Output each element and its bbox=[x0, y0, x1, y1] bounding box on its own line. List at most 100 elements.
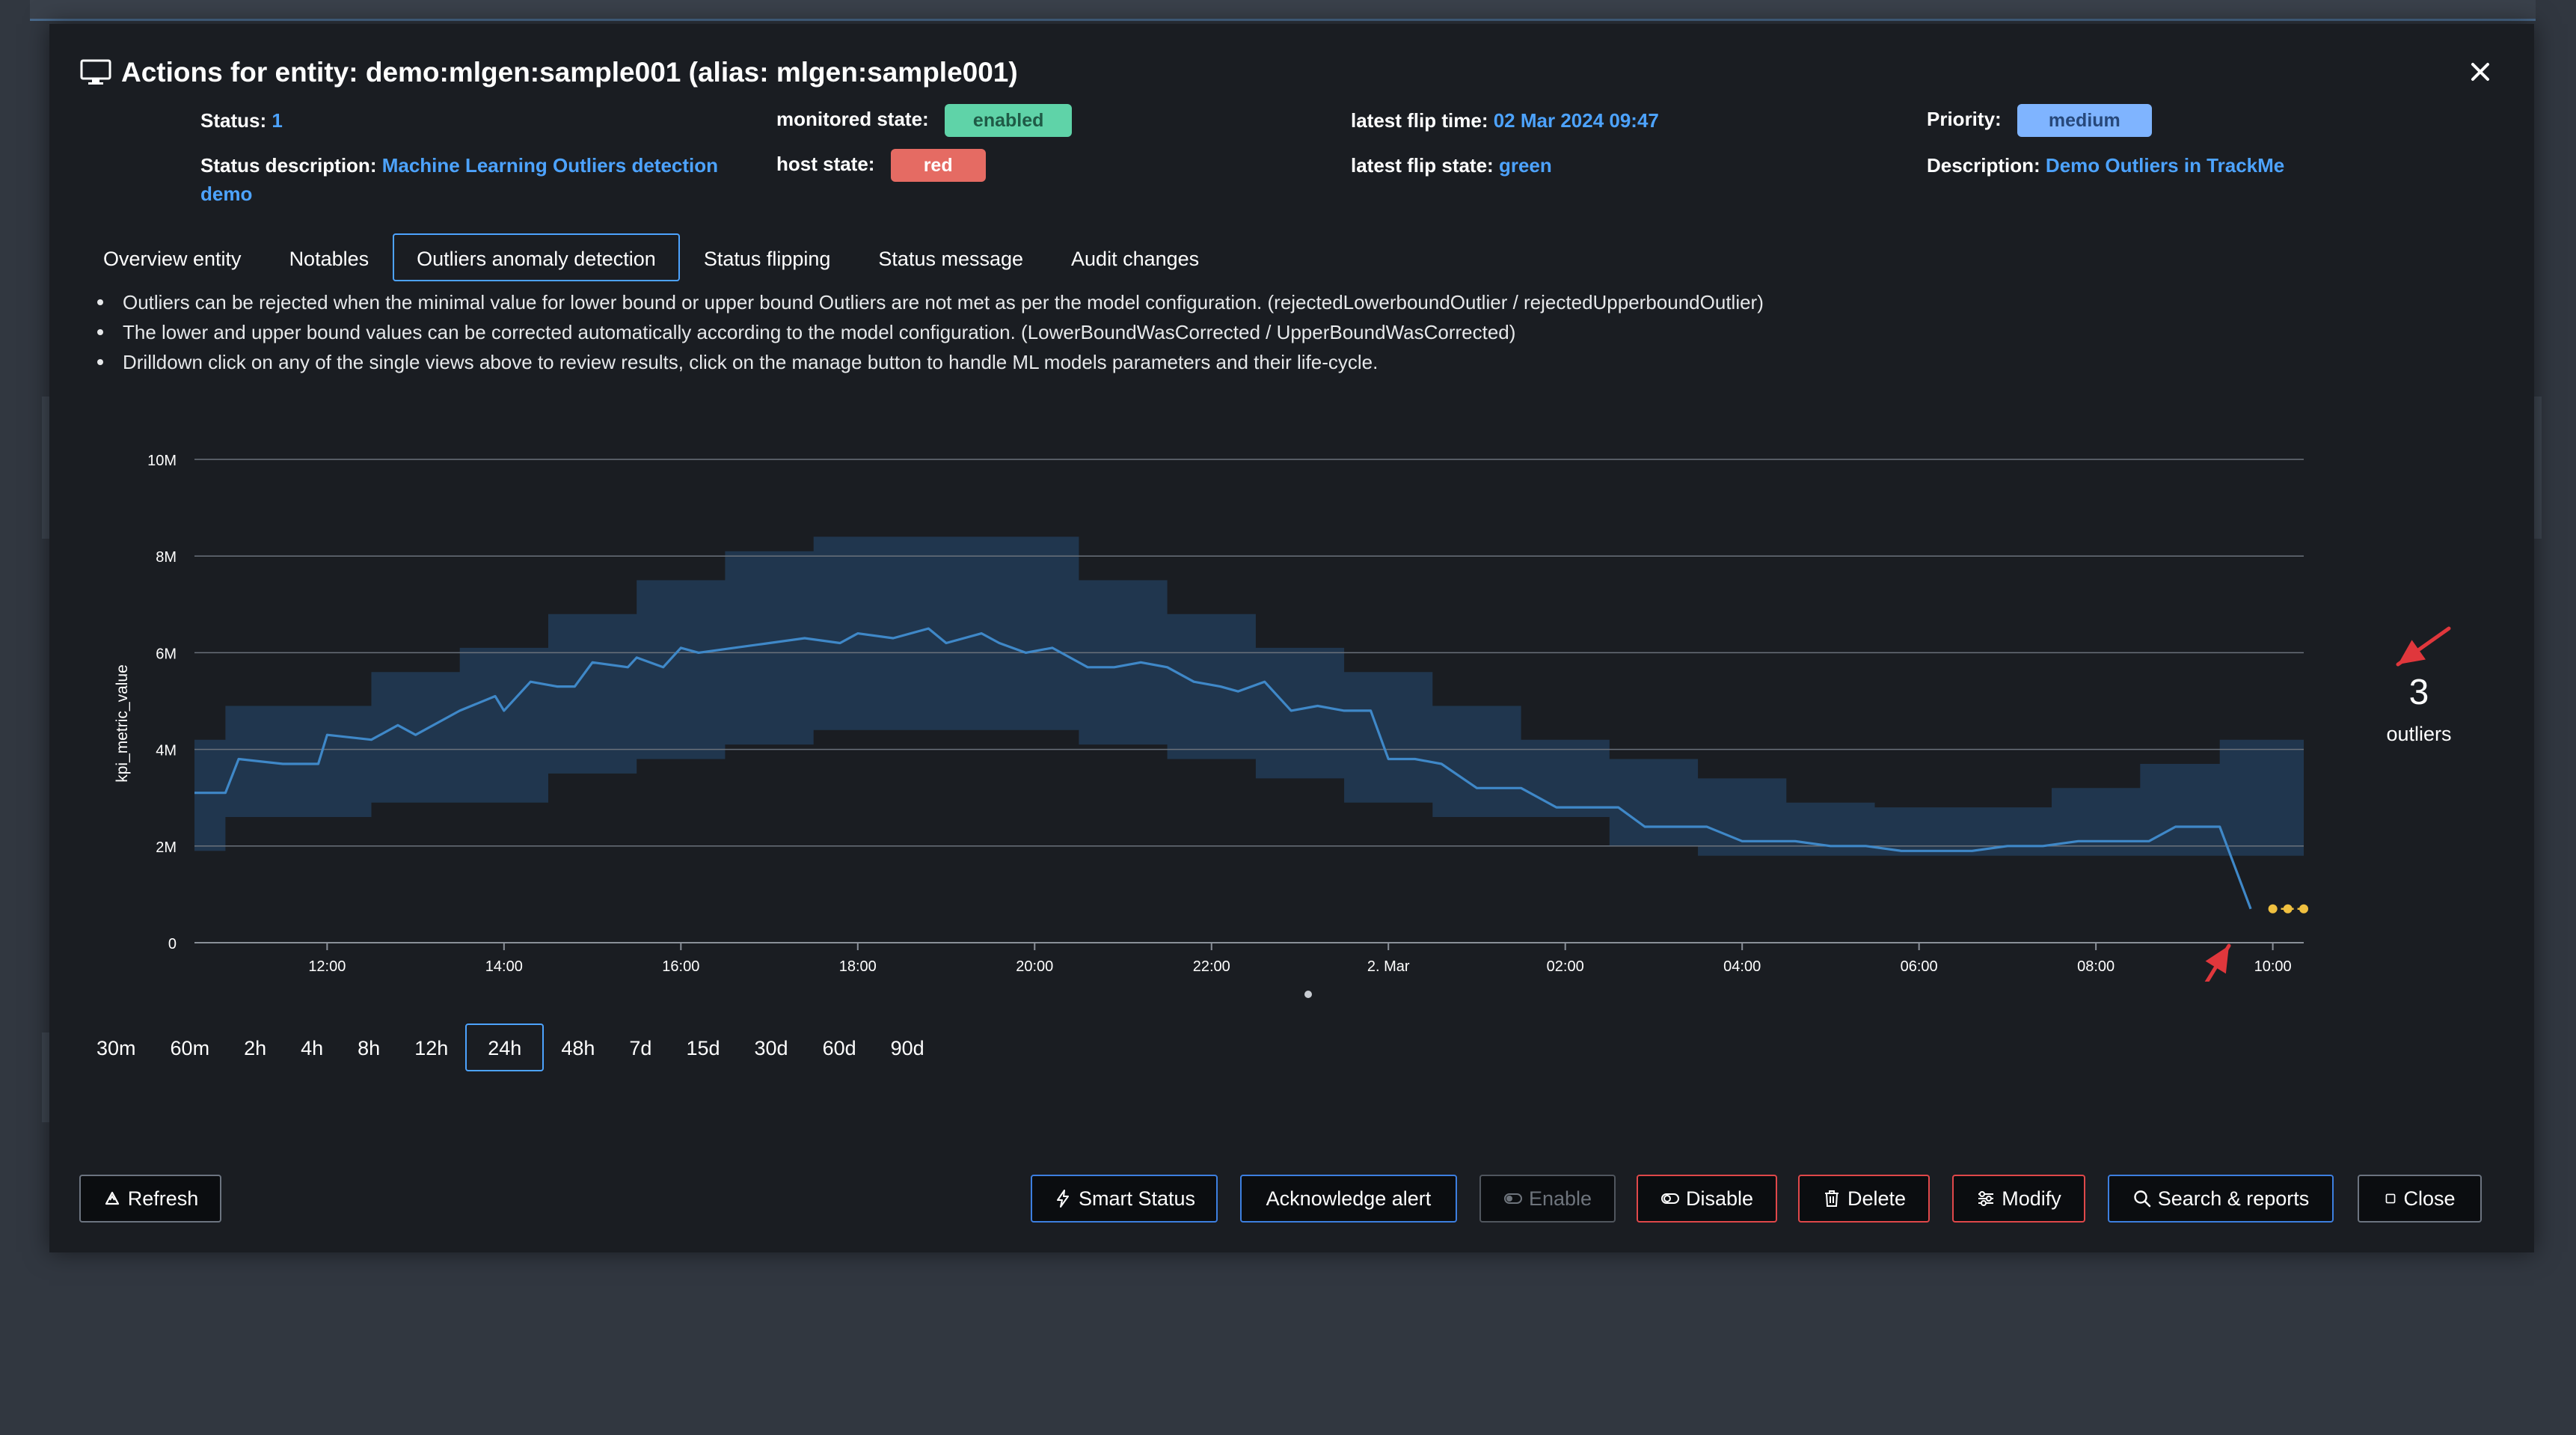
y-tick-label: 0 bbox=[168, 936, 177, 952]
range-60m[interactable]: 60m bbox=[170, 1037, 210, 1059]
outliers-chart[interactable]: 0 2M 4M 6M 8M 10M 12:00 14:00 16:00 18:00 20:00 22:… bbox=[49, 24, 2534, 982]
x-tick-label: 12:00 bbox=[308, 958, 346, 975]
outlier-point bbox=[2299, 904, 2308, 914]
modify-button[interactable]: Modify bbox=[1952, 1175, 2085, 1223]
monitored-state-badge: enabled bbox=[944, 104, 1073, 137]
latest-flip-state-field: latest flip state: green bbox=[1351, 151, 1552, 180]
search-icon bbox=[2134, 1190, 2151, 1208]
range-60d[interactable]: 60d bbox=[822, 1037, 856, 1059]
status-description-value[interactable]: Machine Learning Outliers detection bbox=[381, 154, 719, 177]
search-reports-button[interactable]: Search & reports bbox=[2108, 1175, 2334, 1223]
outliers-count[interactable]: 3 bbox=[2408, 673, 2429, 712]
smart-status-button[interactable]: Smart Status bbox=[1031, 1175, 1218, 1223]
range-4h[interactable]: 4h bbox=[301, 1037, 324, 1059]
status-description-field: Status description: Machine Learning Out… bbox=[200, 151, 739, 208]
description-label: Description: bbox=[1927, 154, 2040, 177]
tab-outliers-anomaly-detection[interactable]: Outliers anomaly detection bbox=[393, 233, 680, 281]
lightning-icon bbox=[1056, 1190, 1069, 1208]
tab-audit-changes[interactable]: Audit changes bbox=[1071, 248, 1200, 270]
latest-flip-state-value: green bbox=[1498, 154, 1552, 177]
range-12h[interactable]: 12h bbox=[414, 1037, 449, 1059]
x-tick-label: 10:00 bbox=[2254, 958, 2292, 975]
range-30d[interactable]: 30d bbox=[754, 1037, 788, 1059]
toggle-icon bbox=[1503, 1193, 1522, 1204]
annotation-arrow-bottom-head bbox=[2205, 946, 2229, 974]
refresh-button[interactable]: Refresh bbox=[79, 1175, 221, 1223]
close-button-label: Close bbox=[2403, 1187, 2456, 1210]
toggle-off-icon bbox=[1660, 1193, 1679, 1204]
latest-flip-time-label: latest flip time: bbox=[1351, 109, 1488, 132]
latest-flip-time-field: latest flip time: 02 Mar 2024 09:47 bbox=[1351, 106, 1659, 135]
chart-pagination-dot[interactable] bbox=[1304, 991, 1312, 998]
confidence-band bbox=[194, 536, 2304, 856]
x-tick-label: 18:00 bbox=[839, 958, 877, 975]
acknowledge-alert-button[interactable]: Acknowledge alert bbox=[1240, 1175, 1457, 1223]
modal-title: Actions for entity: demo:mlgen:sample001… bbox=[79, 57, 1018, 88]
delete-button[interactable]: Delete bbox=[1798, 1175, 1930, 1223]
range-15d[interactable]: 15d bbox=[686, 1037, 720, 1059]
x-tick-label: 2. Mar bbox=[1367, 958, 1410, 975]
range-24h[interactable]: 24h bbox=[465, 1024, 545, 1071]
list-item: Drilldown click on any of the single vie… bbox=[97, 347, 2491, 377]
close-icon[interactable] bbox=[2464, 55, 2497, 88]
search-reports-button-label: Search & reports bbox=[2157, 1187, 2310, 1210]
background-panel-edge bbox=[42, 397, 51, 539]
x-tick-label: 06:00 bbox=[1901, 958, 1938, 975]
host-state-label: host state: bbox=[776, 152, 875, 175]
latest-flip-state-label: latest flip state: bbox=[1351, 154, 1494, 177]
enable-button-label: Enable bbox=[1528, 1187, 1592, 1210]
list-item: The lower and upper bound values can be … bbox=[97, 317, 2491, 347]
series-line bbox=[194, 627, 2252, 910]
acknowledge-alert-button-label: Acknowledge alert bbox=[1266, 1187, 1432, 1210]
delete-button-label: Delete bbox=[1847, 1187, 1907, 1210]
background-panel-edge bbox=[42, 1032, 51, 1122]
square-icon bbox=[2386, 1193, 2396, 1204]
tab-status-message[interactable]: Status message bbox=[878, 248, 1024, 270]
sliders-icon bbox=[1978, 1191, 1994, 1206]
range-90d[interactable]: 90d bbox=[890, 1037, 924, 1059]
status-value[interactable]: 1 bbox=[272, 109, 283, 132]
enable-button[interactable]: Enable bbox=[1479, 1175, 1616, 1223]
trash-icon bbox=[1824, 1190, 1839, 1207]
y-tick-label: 8M bbox=[156, 549, 177, 566]
smart-status-button-label: Smart Status bbox=[1078, 1187, 1196, 1210]
status-field: Status: 1 bbox=[200, 106, 283, 135]
entity-actions-modal: Actions for entity: demo:mlgen:sample001… bbox=[49, 24, 2534, 1252]
refresh-icon bbox=[105, 1191, 119, 1205]
status-description-value-cont[interactable]: demo bbox=[200, 183, 253, 205]
x-tick-label: 08:00 bbox=[2077, 958, 2115, 975]
modal-title-text: Actions for entity: demo:mlgen:sample001… bbox=[121, 57, 1018, 88]
priority-badge: medium bbox=[2017, 104, 2152, 137]
list-item: Outliers can be rejected when the minima… bbox=[97, 287, 2491, 317]
outliers-label: outliers bbox=[2386, 723, 2452, 745]
time-range-selector: 30m 60m 2h 4h 8h 12h 24h 48h 7d 15d 30d … bbox=[79, 1024, 942, 1071]
monitored-state-field: monitored state: enabled bbox=[776, 104, 1073, 137]
range-48h[interactable]: 48h bbox=[561, 1037, 595, 1059]
range-7d[interactable]: 7d bbox=[629, 1037, 652, 1059]
priority-field: Priority: medium bbox=[1927, 104, 2152, 137]
host-state-field: host state: red bbox=[776, 149, 986, 182]
y-tick-label: 2M bbox=[156, 839, 177, 856]
outlier-point bbox=[2283, 904, 2293, 914]
latest-flip-time-value: 02 Mar 2024 09:47 bbox=[1493, 109, 1659, 132]
y-axis-label: kpi_metric_value bbox=[114, 664, 131, 783]
outlier-point bbox=[2268, 904, 2278, 914]
tab-notables[interactable]: Notables bbox=[289, 248, 369, 270]
tab-status-flipping[interactable]: Status flipping bbox=[703, 248, 831, 270]
refresh-button-label: Refresh bbox=[127, 1187, 199, 1210]
y-tick-label: 10M bbox=[147, 453, 177, 469]
y-tick-label: 4M bbox=[156, 743, 177, 759]
host-state-badge: red bbox=[890, 149, 986, 182]
x-tick-label: 16:00 bbox=[662, 958, 699, 975]
description-value[interactable]: Demo Outliers in TrackMe bbox=[2045, 154, 2285, 177]
x-tick-label: 02:00 bbox=[1547, 958, 1584, 975]
tab-overview-entity[interactable]: Overview entity bbox=[103, 248, 242, 270]
range-8h[interactable]: 8h bbox=[358, 1037, 381, 1059]
range-2h[interactable]: 2h bbox=[244, 1037, 267, 1059]
x-tick-label: 22:00 bbox=[1193, 958, 1230, 975]
close-button[interactable]: Close bbox=[2358, 1175, 2482, 1223]
status-label: Status: bbox=[200, 109, 267, 132]
range-30m[interactable]: 30m bbox=[96, 1037, 136, 1059]
disable-button[interactable]: Disable bbox=[1637, 1175, 1777, 1223]
x-tick-label: 04:00 bbox=[1723, 958, 1761, 975]
